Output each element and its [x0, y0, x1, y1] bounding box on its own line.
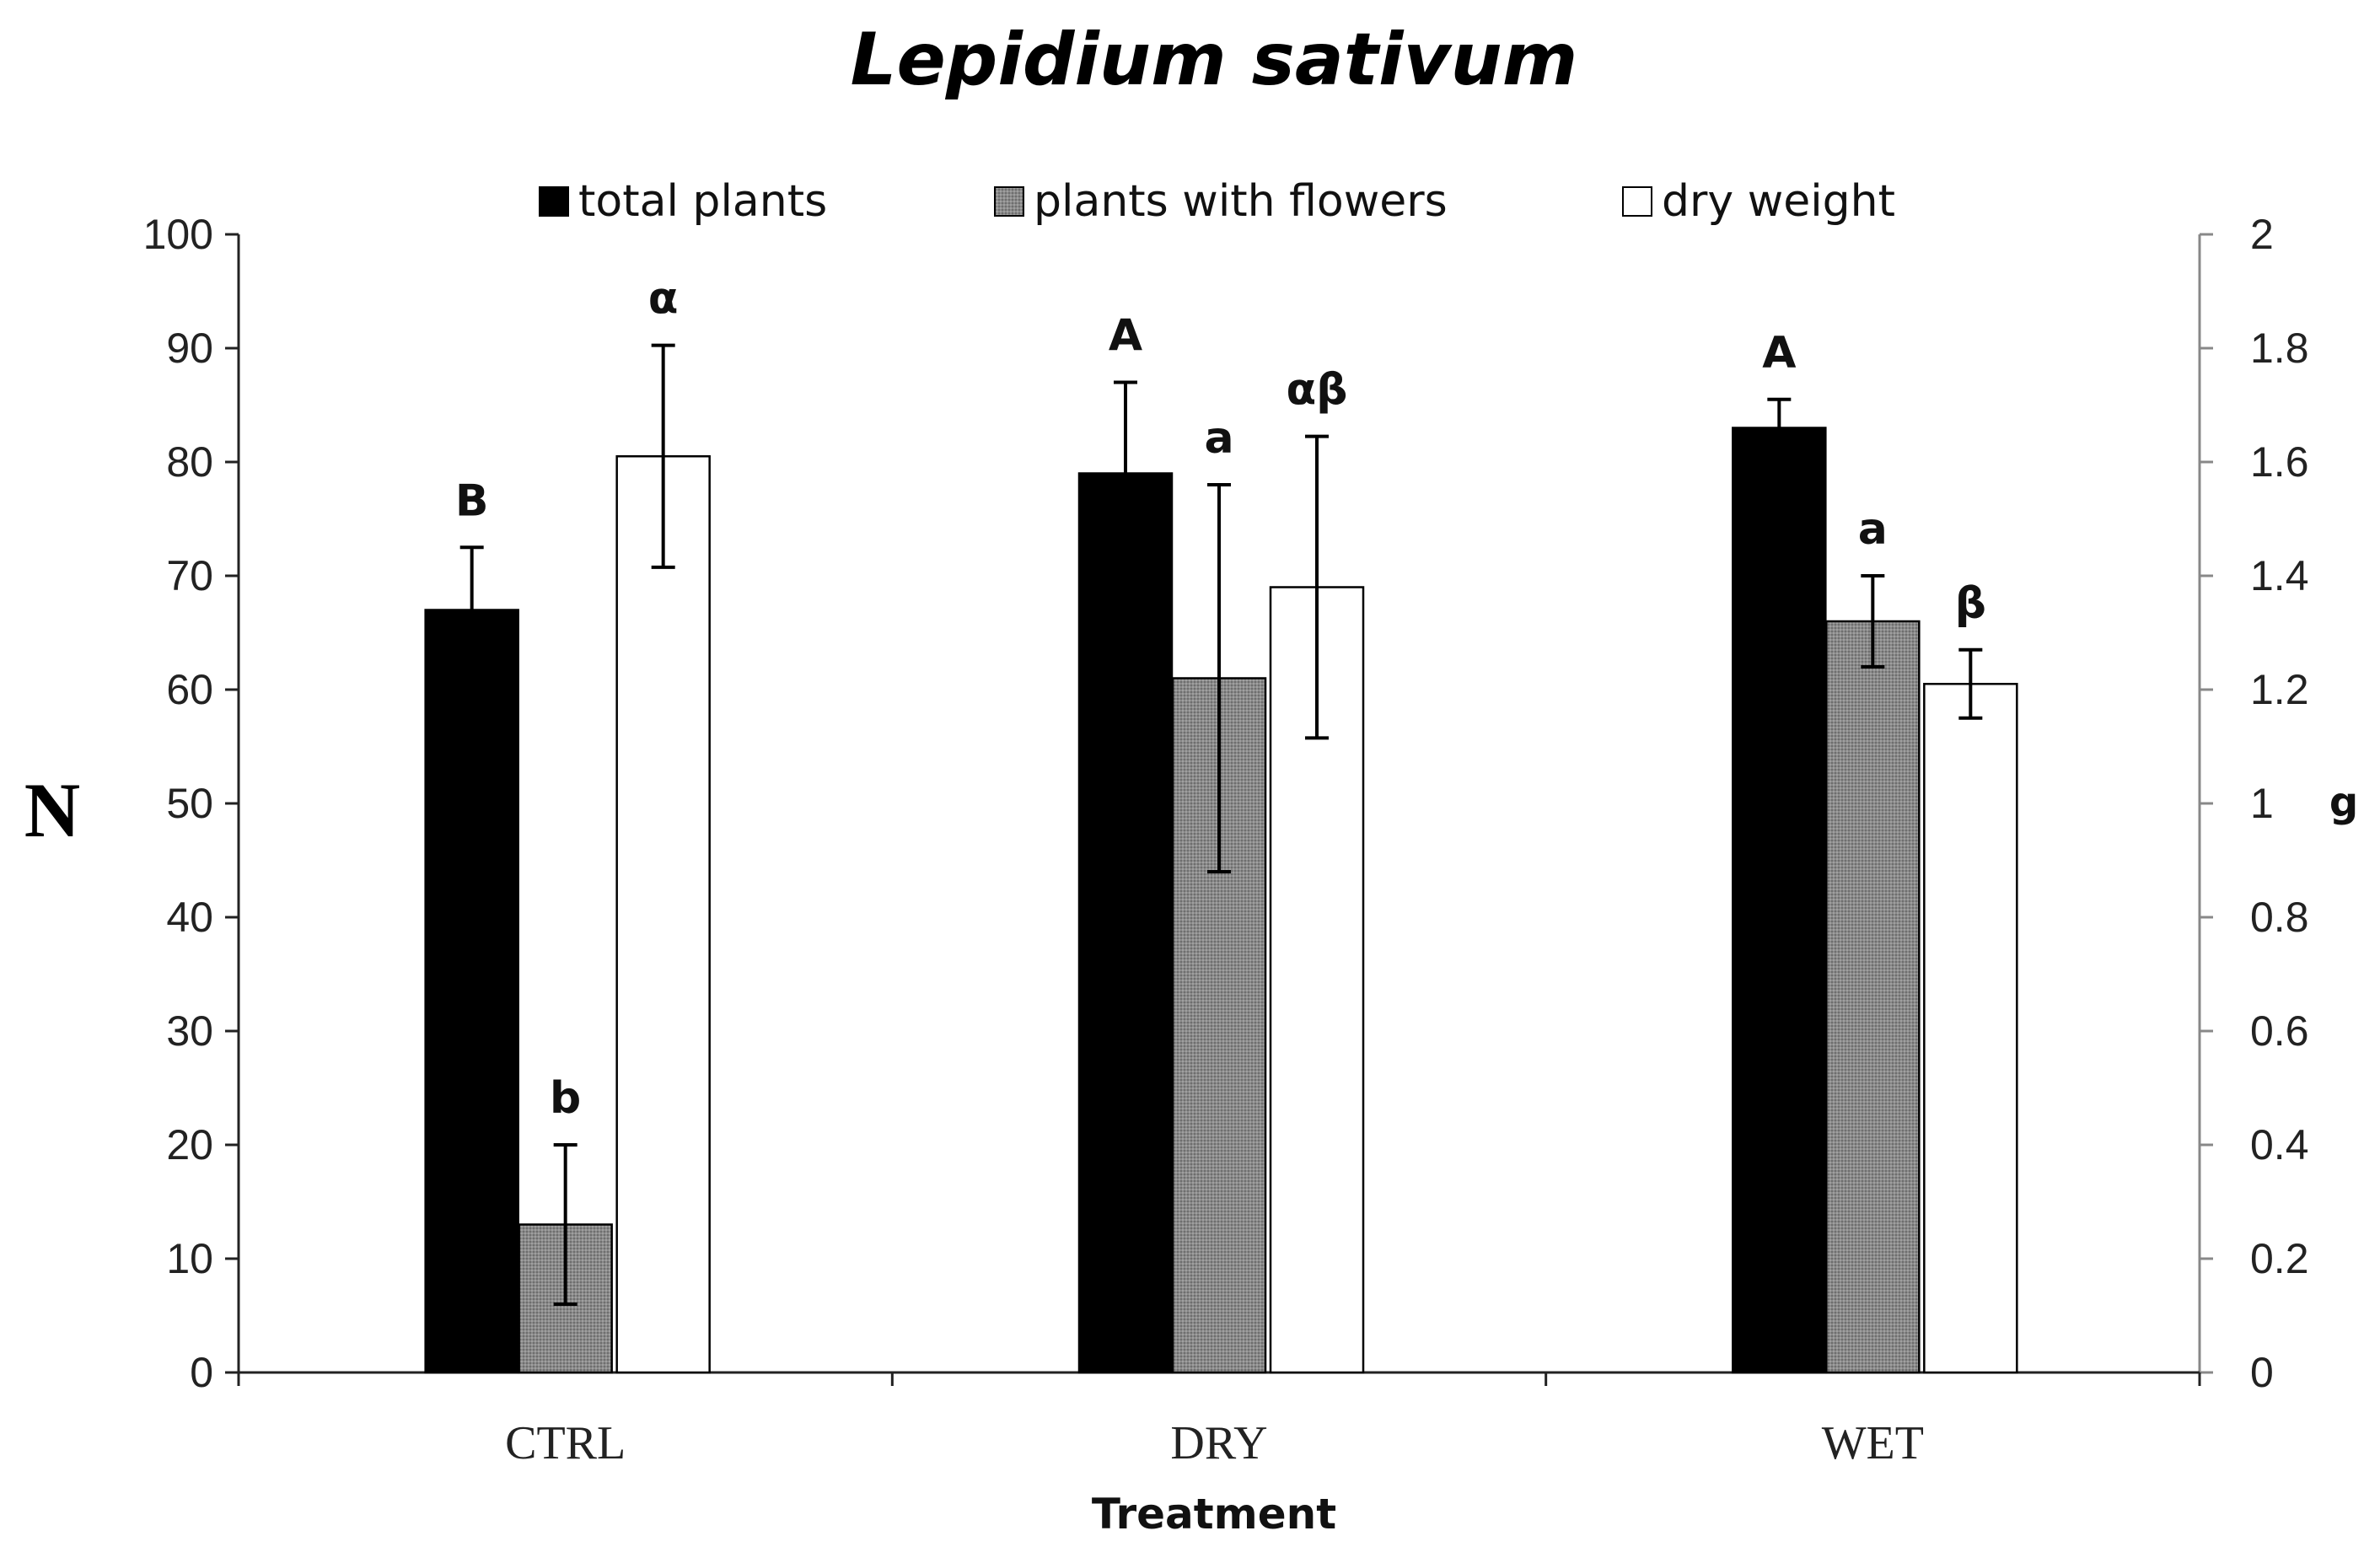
y2-tick-label: 0: [2250, 1349, 2274, 1396]
y-tick-label: 10: [166, 1235, 213, 1282]
y-tick-label: 30: [166, 1007, 213, 1055]
bar-plants-with-flowers: [1825, 620, 1921, 1374]
y-tick-label: 40: [166, 894, 213, 941]
x-tick-label: DRY: [1170, 1417, 1267, 1469]
y-axis-label: N: [24, 767, 80, 853]
y-tick-label: 100: [143, 211, 213, 258]
legend-swatch-plants-with-flowers: [994, 186, 1024, 217]
significance-label-dry-weight: αβ: [1287, 365, 1348, 416]
bar-dry-weight: [615, 455, 711, 1374]
y-tick-label: 20: [166, 1121, 213, 1168]
bar-dry-weight: [1923, 683, 2018, 1374]
legend-label-plants-with-flowers: plants with flowers: [1034, 176, 1448, 227]
significance-label-plants-with-flowers: a: [1858, 504, 1888, 555]
y2-tick-label: 0.4: [2250, 1121, 2309, 1168]
y2-tick-label: 1: [2250, 780, 2274, 827]
x-axis-label: Treatment: [1092, 1490, 1336, 1539]
y2-tick-label: 1.8: [2250, 325, 2309, 372]
legend: total plants plants with flowers dry wei…: [539, 176, 1895, 227]
y2-tick-label: 2: [2250, 211, 2274, 258]
y-tick-label: 90: [166, 325, 213, 372]
legend-swatch-dry-weight: [1622, 186, 1652, 217]
y-tick-label: 70: [166, 552, 213, 599]
y2-tick-label: 0.8: [2250, 894, 2309, 941]
significance-label-plants-with-flowers: b: [550, 1073, 581, 1124]
significance-label-plants-with-flowers: a: [1204, 413, 1233, 464]
legend-swatch-total-plants: [539, 186, 569, 217]
legend-label-dry-weight: dry weight: [1662, 176, 1895, 227]
bar-total-plants: [424, 609, 519, 1374]
y2-tick-label: 1.4: [2250, 552, 2309, 599]
y2-tick-label: 0.2: [2250, 1235, 2309, 1282]
bars: B A Ab a a α αβ β: [424, 274, 2018, 1374]
y2-axis-label: g: [2329, 779, 2358, 826]
x-tick-label: CTRL: [505, 1417, 626, 1469]
bar-total-plants: [1077, 472, 1174, 1374]
x-tick-label: WET: [1822, 1417, 1924, 1469]
legend-label-total-plants: total plants: [578, 176, 827, 227]
significance-label-dry-weight: β: [1955, 578, 1986, 629]
y2-tick-label: 0.6: [2250, 1007, 2309, 1055]
y-tick-label: 0: [190, 1349, 213, 1396]
chart-title: Lepidium sativum: [851, 18, 1578, 102]
significance-label-total-plants: A: [1109, 311, 1142, 362]
significance-label-total-plants: A: [1762, 328, 1796, 379]
significance-label-total-plants: B: [455, 475, 489, 526]
axes: 0 10 20 30 40 50 60 70 80 90 100 0 0.2 0.4 0.6 0.8 1 1.2 1…: [143, 211, 2309, 1469]
y2-tick-label: 1.6: [2250, 438, 2309, 486]
y2-tick-label: 1.2: [2250, 666, 2309, 713]
y-tick-label: 60: [166, 666, 213, 713]
y-tick-label: 50: [166, 780, 213, 827]
y-tick-label: 80: [166, 438, 213, 486]
bar-total-plants: [1732, 427, 1827, 1374]
significance-label-dry-weight: α: [648, 274, 679, 325]
